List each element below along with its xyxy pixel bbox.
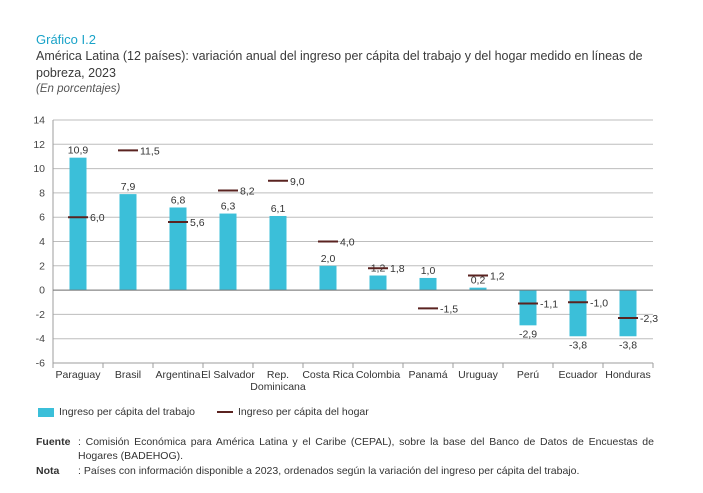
bar <box>119 194 137 291</box>
source-text: : Comisión Económica para América Latina… <box>78 436 654 462</box>
bar <box>169 207 187 291</box>
y-tick-label: 14 <box>33 115 45 127</box>
marker-value-label: 11,5 <box>140 145 160 157</box>
bar-value-label: 6,3 <box>221 201 236 213</box>
x-tick-label: Panamá <box>408 369 447 381</box>
legend-label-trabajo: Ingreso per cápita del trabajo <box>59 406 196 418</box>
figure-number: Gráfico I.2 <box>36 32 96 47</box>
bar-value-label: 2,0 <box>321 253 336 265</box>
footnote-text: : Países con información disponible a 20… <box>78 465 580 477</box>
marker-value-label: 5,6 <box>190 217 205 229</box>
bar <box>569 290 587 337</box>
legend-item-hogar: Ingreso per cápita del hogar <box>217 406 369 418</box>
legend-item-trabajo: Ingreso per cápita del trabajo <box>38 406 195 418</box>
marker-value-label: 1,8 <box>390 263 405 275</box>
marker-value-label: 4,0 <box>340 237 355 249</box>
legend-label-hogar: Ingreso per cápita del hogar <box>238 406 369 418</box>
bar <box>319 265 337 291</box>
bar <box>419 277 437 291</box>
bar <box>519 290 537 326</box>
bar <box>469 287 487 291</box>
y-tick-label: -4 <box>36 333 45 345</box>
footnote: Nota : Países con información disponible… <box>36 465 654 479</box>
y-tick-label: 2 <box>39 260 45 272</box>
y-tick-label: 10 <box>33 163 45 175</box>
bar-value-label: 6,1 <box>271 203 286 215</box>
chart-subtitle: (En porcentajes) <box>36 83 121 95</box>
bar-value-label: 10,9 <box>68 145 89 157</box>
bar <box>69 157 87 291</box>
bar <box>369 275 387 291</box>
marker-value-label: -2,3 <box>640 313 658 325</box>
marker-value-label: -1,5 <box>440 303 458 315</box>
y-tick-label: -6 <box>36 358 45 370</box>
marker-value-label: -1,0 <box>590 297 608 309</box>
bar-value-label: 6,8 <box>171 194 186 206</box>
x-tick-label: Costa Rica <box>302 369 354 381</box>
marker-value-label: -1,1 <box>540 298 558 310</box>
x-tick-label: Honduras <box>605 369 651 381</box>
marker-value-label: 6,0 <box>90 212 105 224</box>
chart-title: América Latina (12 países): variación an… <box>36 49 643 80</box>
x-tick-label: Ecuador <box>558 369 598 381</box>
y-tick-label: 6 <box>39 212 45 224</box>
bar-value-label: -2,9 <box>519 328 537 340</box>
x-tick-label: Argentina <box>156 369 201 381</box>
y-tick-label: 8 <box>39 187 45 199</box>
x-tick-label: Brasil <box>115 369 141 381</box>
y-tick-label: 4 <box>39 236 45 248</box>
bar <box>219 213 237 291</box>
chart-notes: Fuente : Comisión Económica para América… <box>36 436 654 481</box>
bar <box>269 215 287 291</box>
bar-value-label: -3,8 <box>619 339 637 351</box>
bar-chart: -6 -4 -2 0 2 4 6 8 10 12 14 10,9 Paraguay 7,9 Brasil 6,… <box>33 115 658 394</box>
bar-value-label: 7,9 <box>121 181 136 193</box>
legend-line-swatch <box>217 411 234 413</box>
x-tick-label: Perú <box>517 369 539 381</box>
marker-value-label: 9,0 <box>290 176 305 188</box>
chart-legend: Ingreso per cápita del trabajo Ingreso p… <box>38 406 391 418</box>
y-tick-label: 0 <box>39 285 45 297</box>
x-tick-label: Dominicana <box>250 381 306 393</box>
x-tick-label: El Salvador <box>201 369 255 381</box>
bar-value-label: 0,2 <box>471 275 486 287</box>
marker-value-label: 8,2 <box>240 185 255 197</box>
y-tick-label: 12 <box>33 139 45 151</box>
source-label: Fuente <box>36 436 71 448</box>
y-tick-label: -2 <box>36 309 45 321</box>
footnote-label: Nota <box>36 465 60 477</box>
chart-header: Gráfico I.2 América Latina (12 países): … <box>36 32 676 97</box>
x-tick-label: Colombia <box>356 369 401 381</box>
bar <box>619 290 637 337</box>
x-tick-label: Paraguay <box>56 369 102 381</box>
source-note: Fuente : Comisión Económica para América… <box>36 436 654 463</box>
bar-value-label: 1,0 <box>421 265 436 277</box>
bar-value-label: -3,8 <box>569 339 587 351</box>
marker-value-label: 1,2 <box>490 271 505 283</box>
x-tick-label: Rep. <box>267 369 289 381</box>
legend-bar-swatch <box>38 407 54 417</box>
x-tick-label: Uruguay <box>458 369 498 381</box>
